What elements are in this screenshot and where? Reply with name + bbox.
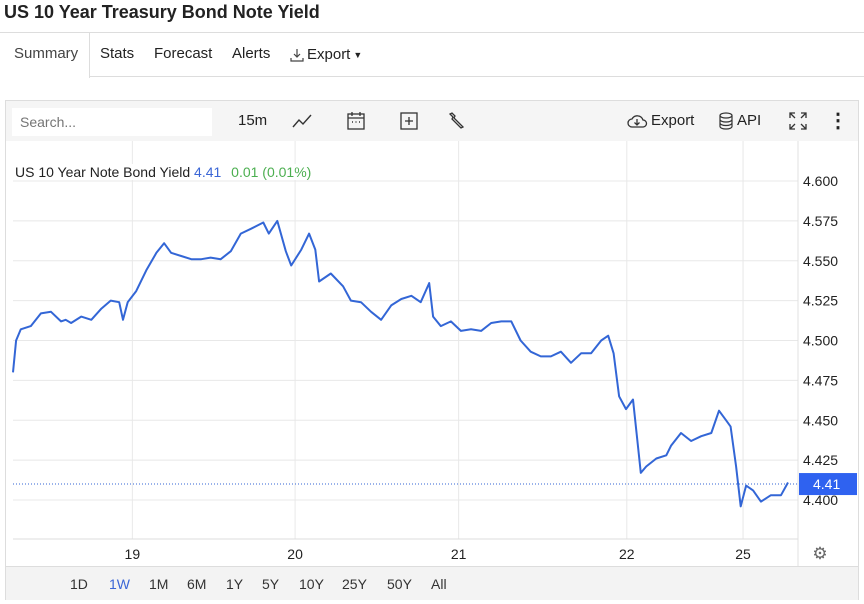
search-input[interactable] bbox=[12, 108, 212, 136]
legend-price: 4.41 bbox=[194, 164, 222, 180]
api-button[interactable]: API bbox=[718, 109, 761, 133]
settings-tools-button[interactable] bbox=[446, 109, 466, 133]
fullscreen-button[interactable] bbox=[788, 109, 808, 133]
price-chart[interactable]: 4.600 4.575 4.550 4.525 4.500 4.475 4.450 4.425… bbox=[6, 141, 858, 566]
y-tick-label: 4.450 bbox=[803, 412, 838, 428]
line-chart-icon bbox=[292, 114, 312, 128]
x-tick-label: 22 bbox=[619, 546, 635, 562]
y-tick-label: 4.600 bbox=[803, 173, 838, 189]
page-title: US 10 Year Treasury Bond Note Yield bbox=[4, 2, 320, 22]
tab-summary[interactable]: Summary bbox=[0, 33, 90, 78]
calendar-icon bbox=[347, 112, 365, 130]
download-icon bbox=[290, 49, 304, 62]
plus-box-icon bbox=[400, 112, 418, 130]
tab-forecast[interactable]: Forecast bbox=[154, 45, 213, 62]
cloud-download-icon bbox=[627, 115, 648, 128]
chart-type-button[interactable] bbox=[291, 109, 313, 133]
range-1d[interactable]: 1D bbox=[70, 576, 88, 592]
tab-stats[interactable]: Stats bbox=[100, 45, 135, 62]
range-selector: 1D 1W 1M 6M 1Y 5Y 10Y 25Y 50Y All bbox=[6, 566, 858, 600]
tab-bar: Summary Stats Forecast Alerts Export ▼ bbox=[0, 32, 864, 78]
x-tick-label: 25 bbox=[735, 546, 751, 562]
tab-alerts[interactable]: Alerts bbox=[232, 45, 271, 62]
caret-down-icon: ▼ bbox=[353, 50, 363, 60]
y-tick-label: 4.400 bbox=[803, 492, 838, 508]
tab-export-label: Export bbox=[307, 46, 351, 63]
tab-export[interactable]: Export ▼ bbox=[290, 33, 362, 77]
range-1m[interactable]: 1M bbox=[149, 576, 169, 592]
range-5y[interactable]: 5Y bbox=[262, 576, 280, 592]
chart-widget: 15m Export API ⋮ 4.600 4.575 4.550 4.525 4.5… bbox=[5, 100, 859, 600]
export-label: Export bbox=[651, 112, 695, 129]
chart-export-button[interactable]: Export bbox=[626, 109, 694, 133]
api-label: API bbox=[737, 112, 762, 129]
range-10y[interactable]: 10Y bbox=[299, 576, 324, 592]
range-25y[interactable]: 25Y bbox=[342, 576, 367, 592]
range-1y[interactable]: 1Y bbox=[226, 576, 244, 592]
y-tick-label: 4.550 bbox=[803, 253, 838, 269]
chart-legend: US 10 Year Note Bond Yield 4.41 0.01 (0.… bbox=[15, 164, 312, 180]
x-tick-label: 20 bbox=[287, 546, 303, 562]
gear-icon[interactable]: ⚙ bbox=[812, 544, 827, 563]
wrench-icon bbox=[448, 112, 465, 129]
range-1w[interactable]: 1W bbox=[109, 576, 130, 592]
y-tick-label: 4.525 bbox=[803, 293, 838, 309]
price-line bbox=[12, 219, 789, 508]
more-options-icon[interactable]: ⋮ bbox=[828, 110, 848, 132]
legend-change: 0.01 (0.01%) bbox=[231, 164, 312, 180]
x-tick-label: 21 bbox=[451, 546, 467, 562]
add-indicator-button[interactable] bbox=[399, 109, 419, 133]
fullscreen-icon bbox=[789, 112, 807, 130]
last-price-label: 4.41 bbox=[813, 476, 840, 492]
interval-button[interactable]: 15m bbox=[238, 112, 268, 129]
x-tick-label: 19 bbox=[125, 546, 141, 562]
y-tick-label: 4.475 bbox=[803, 372, 838, 388]
y-tick-label: 4.500 bbox=[803, 333, 838, 349]
last-price-tag bbox=[799, 473, 857, 496]
range-all[interactable]: All bbox=[431, 576, 447, 592]
chart-toolbar: 15m Export API ⋮ bbox=[6, 101, 858, 141]
range-6m[interactable]: 6M bbox=[187, 576, 207, 592]
legend-name: US 10 Year Note Bond Yield bbox=[15, 164, 191, 180]
database-icon bbox=[719, 112, 733, 130]
range-50y[interactable]: 50Y bbox=[387, 576, 412, 592]
date-range-button[interactable] bbox=[346, 109, 366, 133]
y-tick-label: 4.575 bbox=[803, 213, 838, 229]
y-tick-label: 4.425 bbox=[803, 452, 838, 468]
